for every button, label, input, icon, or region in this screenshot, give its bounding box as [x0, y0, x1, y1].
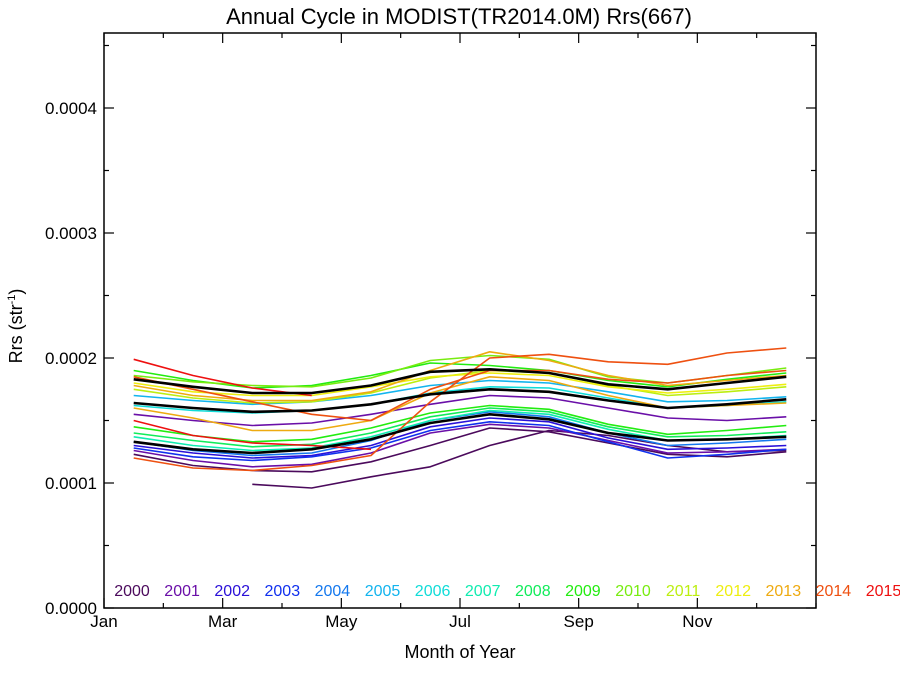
x-axis: Jan Mar May Jul Sep Nov	[90, 33, 817, 631]
x-tick-label: Sep	[564, 612, 594, 631]
series-line-5	[133, 417, 787, 459]
series-line-13	[133, 362, 787, 389]
x-tick-label: May	[325, 612, 358, 631]
y-tick-label: 0.0003	[45, 224, 97, 243]
legend-item: 2003	[265, 583, 301, 600]
legend-item: 2001	[164, 583, 200, 600]
series-line-16	[133, 372, 787, 397]
y-axis-label: Rrs (str-1)	[6, 289, 26, 364]
legend-item: 2013	[766, 583, 802, 600]
chart-title: Annual Cycle in MODIST(TR2014.0M) Rrs(66…	[226, 4, 692, 29]
x-tick-label: Nov	[682, 612, 713, 631]
series-line-8	[133, 379, 787, 406]
legend-item: 2009	[565, 583, 601, 600]
series-line-23	[133, 368, 787, 395]
y-tick-label: 0.0002	[45, 349, 97, 368]
series-layer	[133, 347, 787, 489]
legend-item: 2014	[816, 583, 852, 600]
series-line-20	[133, 369, 787, 422]
legend-item: 2004	[315, 583, 351, 600]
legend-item: 2006	[415, 583, 451, 600]
series-line-3	[133, 423, 787, 468]
legend: 2000 2001 2002 2003 2004 2005 2006 2007 2008 2009…	[114, 583, 900, 600]
y-axis: 0.0000 0.0001 0.0002 0.0003 0.0004	[45, 44, 816, 618]
x-axis-label: Month of Year	[404, 642, 515, 662]
y-axis-label-main: Rrs (str	[6, 304, 26, 363]
legend-item: 2002	[214, 583, 250, 600]
legend-item: 2010	[615, 583, 651, 600]
legend-item: 2015	[866, 583, 900, 600]
series-line-11	[133, 407, 787, 448]
legend-item: 2008	[515, 583, 551, 600]
x-tick-label: Mar	[208, 612, 238, 631]
y-tick-label: 0.0000	[45, 599, 97, 618]
series-line-25	[133, 413, 787, 455]
series-line-24	[133, 388, 787, 414]
y-axis-label-superscript: -1	[6, 295, 18, 305]
legend-item: 2007	[465, 583, 501, 600]
x-tick-label: Jul	[449, 612, 471, 631]
plot-frame	[103, 32, 817, 609]
x-tick-label: Jan	[90, 612, 117, 631]
y-tick-label: 0.0004	[45, 99, 97, 118]
legend-item: 2011	[666, 583, 701, 600]
legend-item: 2000	[114, 583, 150, 600]
series-line-6	[133, 421, 787, 462]
legend-item: 2005	[365, 583, 401, 600]
series-line-17	[133, 351, 787, 402]
series-line-4	[133, 394, 787, 427]
y-axis-label-close: )	[6, 289, 26, 295]
series-line-12	[133, 404, 787, 443]
y-tick-label: 0.0001	[45, 474, 97, 493]
legend-item: 2012	[715, 583, 751, 600]
